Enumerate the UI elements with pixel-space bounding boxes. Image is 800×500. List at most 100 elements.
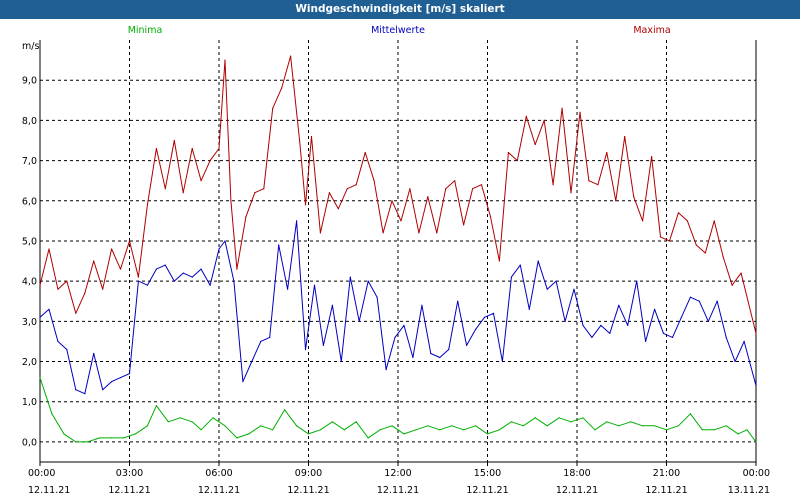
data-point bbox=[454, 180, 456, 182]
chart-legend: Minima Mittelwerte Maxima bbox=[128, 25, 671, 36]
data-point bbox=[146, 284, 148, 286]
data-point bbox=[564, 320, 566, 322]
data-point bbox=[701, 429, 703, 431]
data-point bbox=[322, 344, 324, 346]
data-point bbox=[224, 425, 226, 427]
data-point bbox=[191, 421, 193, 423]
data-point bbox=[498, 260, 500, 262]
data-point bbox=[480, 184, 483, 186]
data-point bbox=[645, 340, 647, 342]
data-point bbox=[331, 421, 333, 423]
data-point bbox=[734, 360, 736, 363]
data-point bbox=[606, 421, 608, 423]
data-point bbox=[463, 224, 465, 226]
data-point bbox=[594, 429, 596, 431]
data-point bbox=[337, 208, 339, 210]
data-point bbox=[111, 248, 113, 250]
data-point bbox=[269, 336, 271, 338]
data-point bbox=[367, 280, 369, 282]
data-point bbox=[299, 139, 301, 142]
data-point bbox=[689, 413, 692, 415]
data-point bbox=[579, 111, 581, 113]
chart-axes bbox=[39, 40, 757, 466]
data-point bbox=[689, 296, 692, 298]
data-point bbox=[51, 413, 53, 415]
data-point bbox=[391, 200, 393, 202]
data-point bbox=[489, 216, 492, 218]
data-point bbox=[588, 180, 590, 182]
y-tick-labels: 0,0 1,0 2,0 3,0 4,0 5,0 6,0 7,0 8,0 9,0 bbox=[22, 76, 37, 449]
x-tick-time: 00:00 bbox=[28, 468, 55, 479]
data-point bbox=[99, 437, 101, 439]
data-point bbox=[436, 232, 438, 234]
data-point bbox=[119, 268, 122, 270]
data-point bbox=[439, 429, 441, 431]
data-point bbox=[191, 276, 193, 278]
data-point bbox=[39, 316, 41, 318]
data-point bbox=[209, 160, 211, 162]
data-point bbox=[75, 389, 77, 391]
data-point bbox=[600, 324, 602, 326]
y-tick-label: 6,0 bbox=[22, 196, 37, 207]
data-point bbox=[349, 276, 351, 278]
data-point bbox=[391, 425, 393, 427]
data-point bbox=[630, 421, 632, 423]
data-point bbox=[218, 248, 220, 250]
data-point bbox=[48, 248, 50, 250]
data-point bbox=[102, 389, 104, 391]
data-point bbox=[501, 360, 503, 363]
data-point bbox=[146, 204, 148, 206]
data-point bbox=[722, 256, 724, 258]
data-point bbox=[609, 332, 611, 334]
data-point bbox=[137, 280, 139, 282]
data-point bbox=[528, 308, 530, 310]
data-point bbox=[75, 441, 77, 443]
data-point bbox=[725, 425, 727, 427]
y-tick-label: 7,0 bbox=[22, 156, 37, 167]
x-tick-time: 12:00 bbox=[384, 468, 411, 479]
data-point bbox=[439, 356, 441, 359]
data-point bbox=[224, 59, 226, 61]
data-point bbox=[427, 196, 429, 198]
series-line bbox=[39, 55, 757, 334]
data-point bbox=[254, 192, 256, 194]
data-point bbox=[245, 216, 247, 218]
data-point bbox=[725, 336, 727, 338]
data-point bbox=[236, 437, 238, 439]
data-point bbox=[57, 288, 59, 290]
data-point bbox=[236, 268, 238, 270]
data-point bbox=[507, 151, 509, 154]
data-point bbox=[191, 147, 193, 150]
data-point bbox=[209, 284, 211, 286]
data-point bbox=[379, 429, 381, 431]
x-tick-date: 12.11.21 bbox=[198, 485, 240, 496]
data-point bbox=[284, 409, 286, 411]
legend-entry-minima: Minima bbox=[128, 25, 163, 36]
x-tick-time: 21:00 bbox=[653, 468, 680, 479]
data-point bbox=[313, 284, 316, 286]
data-point bbox=[248, 433, 250, 435]
data-point bbox=[457, 300, 459, 302]
data-point bbox=[466, 344, 468, 346]
data-point bbox=[546, 425, 548, 427]
data-point bbox=[304, 348, 307, 351]
data-point bbox=[740, 272, 742, 274]
data-point bbox=[164, 264, 166, 266]
data-point bbox=[510, 276, 512, 278]
data-point bbox=[251, 360, 253, 363]
data-point bbox=[340, 360, 342, 363]
data-point bbox=[403, 324, 405, 326]
x-tick-date: 13.11.21 bbox=[728, 485, 770, 496]
chart-grid bbox=[40, 40, 756, 462]
x-tick-time: 00:00 bbox=[743, 468, 770, 479]
data-point bbox=[182, 192, 184, 194]
data-point bbox=[445, 188, 447, 190]
data-point bbox=[111, 437, 113, 439]
data-point bbox=[373, 180, 375, 182]
data-point bbox=[522, 425, 524, 427]
y-tick-label: 2,0 bbox=[22, 357, 37, 368]
data-point bbox=[233, 280, 235, 282]
data-point bbox=[287, 288, 289, 290]
data-point bbox=[483, 316, 486, 318]
data-point bbox=[179, 417, 181, 419]
